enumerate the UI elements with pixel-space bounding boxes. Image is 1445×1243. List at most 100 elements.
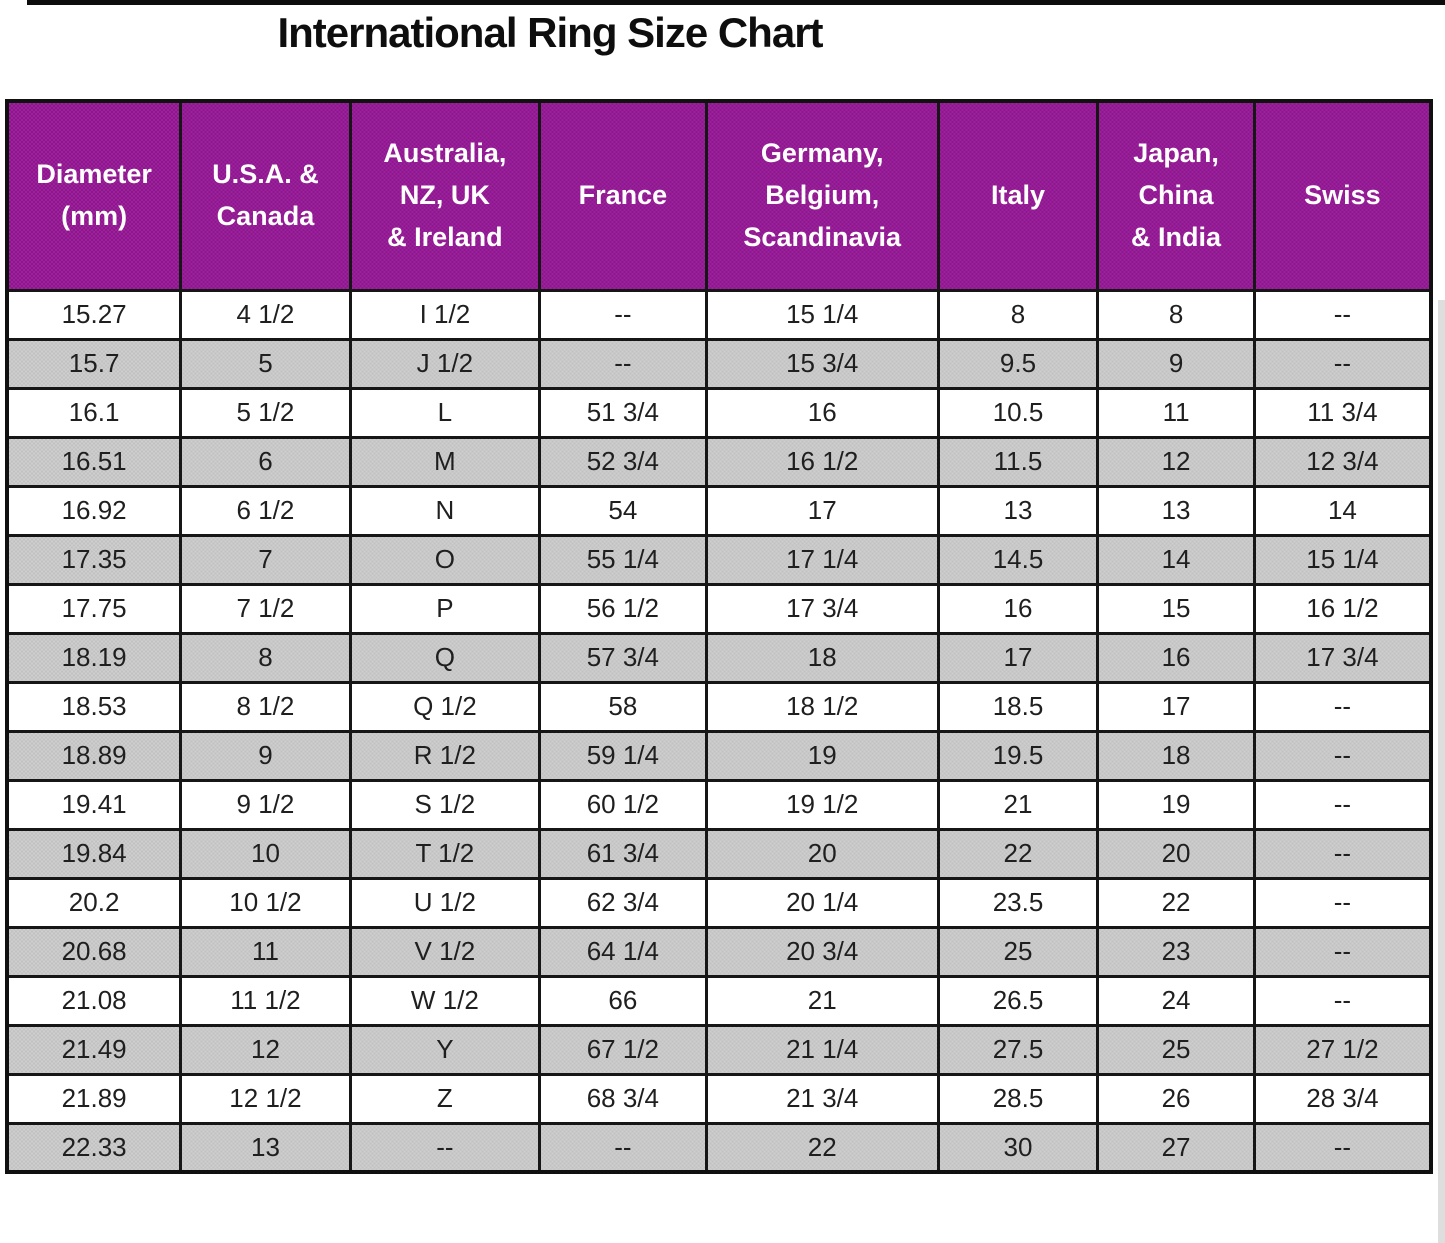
table-cell: N bbox=[348, 484, 542, 537]
table-cell: 12 1/2 bbox=[179, 1072, 352, 1125]
table-header: Diameter (mm) U.S.A. & Canada Australia, N… bbox=[5, 99, 1433, 292]
table-cell: 58 bbox=[538, 680, 708, 733]
table-cell: 66 bbox=[538, 974, 708, 1027]
table-cell: 17 1/4 bbox=[704, 533, 940, 586]
table-cell: 21 bbox=[936, 778, 1100, 831]
table-cell: 16 1/2 bbox=[704, 435, 940, 488]
table-cell: 26.5 bbox=[936, 974, 1100, 1027]
table-cell: 12 bbox=[179, 1023, 352, 1076]
table-cell: 52 3/4 bbox=[538, 435, 708, 488]
table-cell: 22 bbox=[1096, 876, 1256, 929]
table-cell: 27 1/2 bbox=[1252, 1023, 1433, 1076]
table-cell: 14.5 bbox=[936, 533, 1100, 586]
table-cell: 21 1/4 bbox=[704, 1023, 940, 1076]
table-cell: 19.5 bbox=[936, 729, 1100, 782]
table-cell: 18.89 bbox=[5, 729, 183, 782]
table-cell: 5 1/2 bbox=[179, 386, 352, 439]
table-row: 15.7 5 J 1/2 -- 15 3/4 9.5 9 -- bbox=[5, 337, 1433, 390]
table-cell: 18.53 bbox=[5, 680, 183, 733]
table-cell: 11 bbox=[1096, 386, 1256, 439]
table-cell: 56 1/2 bbox=[538, 582, 708, 635]
table-cell: 8 bbox=[1096, 288, 1256, 341]
table-cell: 23.5 bbox=[936, 876, 1100, 929]
table-cell: -- bbox=[1252, 925, 1433, 978]
table-row: 19.41 9 1/2 S 1/2 60 1/2 19 1/2 21 19 -- bbox=[5, 778, 1433, 831]
table-cell: 55 1/4 bbox=[538, 533, 708, 586]
table-cell: 15 1/4 bbox=[704, 288, 940, 341]
table-cell: 15.27 bbox=[5, 288, 183, 341]
table-cell: 26 bbox=[1096, 1072, 1256, 1125]
table-cell: -- bbox=[1252, 974, 1433, 1027]
table-cell: -- bbox=[1252, 827, 1433, 880]
table-cell: 17 bbox=[704, 484, 940, 537]
table-cell: U 1/2 bbox=[348, 876, 542, 929]
table-cell: 5 bbox=[179, 337, 352, 390]
table-cell: 16 bbox=[936, 582, 1100, 635]
table-cell: -- bbox=[1252, 876, 1433, 929]
table-cell: 16.92 bbox=[5, 484, 183, 537]
table-cell: 25 bbox=[1096, 1023, 1256, 1076]
table-cell: 59 1/4 bbox=[538, 729, 708, 782]
table-cell: 13 bbox=[936, 484, 1100, 537]
table-cell: -- bbox=[1252, 337, 1433, 390]
column-header: Italy bbox=[936, 99, 1100, 292]
table-cell: 9 1/2 bbox=[179, 778, 352, 831]
table-cell: 16 bbox=[704, 386, 940, 439]
table-cell: M bbox=[348, 435, 542, 488]
table-cell: 22 bbox=[936, 827, 1100, 880]
table-cell: 27.5 bbox=[936, 1023, 1100, 1076]
table-cell: -- bbox=[1252, 680, 1433, 733]
table-cell: 64 1/4 bbox=[538, 925, 708, 978]
column-header: U.S.A. & Canada bbox=[179, 99, 352, 292]
table-cell: 19 1/2 bbox=[704, 778, 940, 831]
table-cell: 17.75 bbox=[5, 582, 183, 635]
column-header: Australia, NZ, UK & Ireland bbox=[348, 99, 542, 292]
table-cell: 17 bbox=[936, 631, 1100, 684]
table-cell: 21.49 bbox=[5, 1023, 183, 1076]
table-cell: 15 bbox=[1096, 582, 1256, 635]
table-cell: 25 bbox=[936, 925, 1100, 978]
table-cell: Q bbox=[348, 631, 542, 684]
table-row: 18.19 8 Q 57 3/4 18 17 16 17 3/4 bbox=[5, 631, 1433, 684]
table-cell: 17 3/4 bbox=[1252, 631, 1433, 684]
table-cell: 17 3/4 bbox=[704, 582, 940, 635]
table-cell: 28 3/4 bbox=[1252, 1072, 1433, 1125]
table-row: 21.08 11 1/2 W 1/2 66 21 26.5 24 -- bbox=[5, 974, 1433, 1027]
table-cell: 18.5 bbox=[936, 680, 1100, 733]
table-cell: J 1/2 bbox=[348, 337, 542, 390]
table-cell: -- bbox=[1252, 729, 1433, 782]
column-header: Germany, Belgium, Scandinavia bbox=[704, 99, 940, 292]
table-cell: 22.33 bbox=[5, 1121, 183, 1174]
column-header: Japan, China & India bbox=[1096, 99, 1256, 292]
table-cell: 12 bbox=[1096, 435, 1256, 488]
table-cell: Z bbox=[348, 1072, 542, 1125]
table-cell: -- bbox=[1252, 778, 1433, 831]
table-cell: 54 bbox=[538, 484, 708, 537]
table-cell: 24 bbox=[1096, 974, 1256, 1027]
table-cell: 8 bbox=[936, 288, 1100, 341]
table-row: 21.89 12 1/2 Z 68 3/4 21 3/4 28.5 26 28 3/4 bbox=[5, 1072, 1433, 1125]
table-cell: 67 1/2 bbox=[538, 1023, 708, 1076]
page-top-border bbox=[27, 0, 1445, 5]
table-row: 18.89 9 R 1/2 59 1/4 19 19.5 18 -- bbox=[5, 729, 1433, 782]
table-row: 16.51 6 M 52 3/4 16 1/2 11.5 12 12 3/4 bbox=[5, 435, 1433, 488]
table-cell: -- bbox=[538, 1121, 708, 1174]
table-cell: 18 bbox=[704, 631, 940, 684]
table-cell: 19.41 bbox=[5, 778, 183, 831]
table-cell: 14 bbox=[1252, 484, 1433, 537]
table-row: 16.1 5 1/2 L 51 3/4 16 10.5 11 11 3/4 bbox=[5, 386, 1433, 439]
title-block: International Ring Size Chart bbox=[0, 0, 1100, 99]
table-cell: 11.5 bbox=[936, 435, 1100, 488]
table-cell: 20 bbox=[704, 827, 940, 880]
table-cell: 68 3/4 bbox=[538, 1072, 708, 1125]
table-cell: 11 bbox=[179, 925, 352, 978]
table-cell: 13 bbox=[179, 1121, 352, 1174]
table-cell: 4 1/2 bbox=[179, 288, 352, 341]
table-cell: 28.5 bbox=[936, 1072, 1100, 1125]
ring-size-table: Diameter (mm) U.S.A. & Canada Australia, N… bbox=[5, 99, 1433, 1174]
table-cell: -- bbox=[1252, 1121, 1433, 1174]
table-cell: 57 3/4 bbox=[538, 631, 708, 684]
table-cell: 10 bbox=[179, 827, 352, 880]
header-row: Diameter (mm) U.S.A. & Canada Australia, N… bbox=[5, 99, 1433, 292]
table-row: 22.33 13 -- -- 22 30 27 -- bbox=[5, 1121, 1433, 1174]
